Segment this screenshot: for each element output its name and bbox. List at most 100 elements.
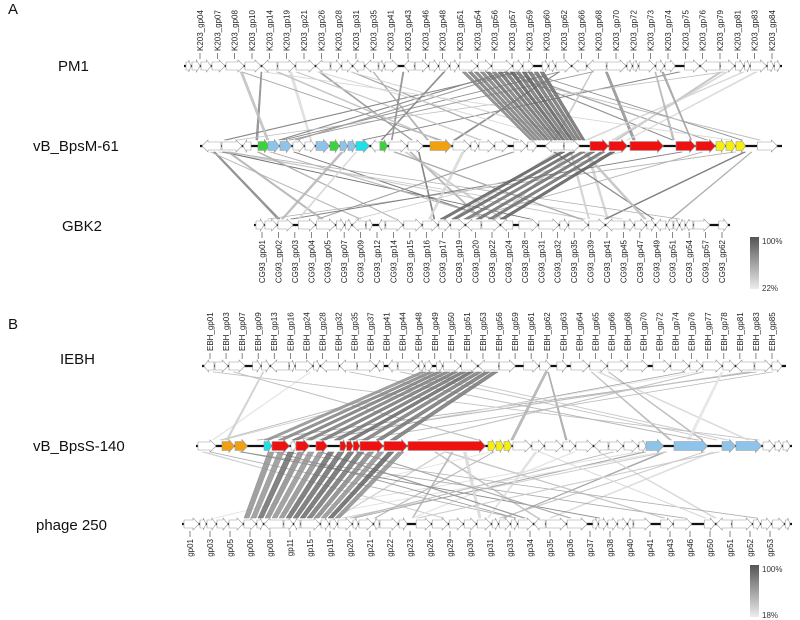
gene-arrow [384, 59, 399, 73]
similarity-link [250, 451, 285, 519]
red-gene-arrow [295, 438, 310, 454]
gene-tick-label: CG93_gp62 [718, 239, 727, 283]
gene-arrow [228, 517, 244, 531]
gene-arrow [376, 359, 384, 373]
gene-arrow [598, 516, 608, 532]
similarity-link [527, 71, 578, 141]
gene-arrow [564, 139, 580, 153]
gene-tick-label: K203_gp66 [577, 10, 586, 51]
gene-tick-label: gp40 [626, 538, 635, 556]
gene-arrow [438, 59, 450, 73]
gene-arrow [666, 218, 674, 232]
similarity-link [539, 71, 586, 141]
similarity-link [479, 71, 546, 141]
gene-arrow [183, 517, 200, 531]
gene-arrow [242, 138, 252, 154]
gene-arrow [422, 218, 439, 232]
gene-tick-label: K203_gp48 [439, 10, 448, 51]
gene-arrow [608, 439, 624, 453]
similarity-link [327, 451, 395, 519]
similarity-link [515, 71, 570, 141]
gene-arrow [588, 218, 606, 232]
gene-arrow [718, 218, 729, 232]
gene-tick-label: K203_gp08 [231, 10, 240, 51]
gene-arrow [571, 59, 587, 73]
similarity-link [499, 451, 706, 519]
gene-tick-label: gp51 [726, 538, 735, 556]
similarity-link [375, 371, 491, 441]
similarity-link [444, 451, 666, 519]
gene-arrow [378, 59, 385, 73]
gene-tick-label: K203_gp56 [491, 10, 500, 51]
orange-gene-arrow [234, 438, 248, 454]
gene-tick-label: gp01 [186, 538, 195, 556]
similarity-link [467, 71, 538, 141]
scale-min-label: 22% [762, 284, 778, 293]
gene-arrow [476, 517, 492, 531]
green-gene-arrow [379, 139, 388, 153]
similarity-link [226, 151, 325, 220]
gene-tick-label: CG93_gp07 [340, 239, 349, 283]
gene-arrow [556, 359, 568, 373]
similarity-link [510, 371, 548, 441]
gene-tick-label: K203_gp60 [543, 10, 552, 51]
orange-gene-arrow [429, 138, 452, 154]
gene-tick-label: EBH_gp81 [736, 312, 745, 351]
genome-label-iebh: IEBH [60, 351, 95, 368]
gene-tick-label: CG93_gp49 [652, 239, 661, 283]
gene-arrow [626, 59, 633, 73]
gene-tick-label: EBH_gp03 [222, 312, 231, 351]
gene-arrow [431, 517, 449, 531]
similarity-links-panel-a [210, 71, 761, 220]
gene-arrow [197, 439, 217, 453]
gene-tick-label: CG93_gp15 [406, 239, 415, 283]
gene-arrow [638, 439, 647, 453]
gene-tick-label: gp19 [326, 538, 335, 556]
gene-arrow [545, 517, 567, 531]
gene-arrow [388, 139, 408, 153]
gene-arrow [517, 517, 534, 531]
gene-tick-label: gp31 [486, 538, 495, 556]
red-gene-arrow [608, 138, 628, 154]
yellow-gene-arrow [487, 439, 496, 453]
gene-arrow [300, 517, 321, 531]
similarity-link [499, 151, 616, 220]
gene-tick-label: EBH_gp13 [270, 312, 279, 351]
similarity-link [433, 451, 540, 519]
gene-arrow [771, 359, 783, 373]
identity-gradient-bar [750, 565, 759, 617]
gene-arrow [206, 517, 217, 531]
similarity-links-panel-b [201, 371, 773, 519]
genome-track [182, 516, 792, 532]
cyan-gene-arrow [355, 138, 370, 154]
similarity-link [372, 71, 430, 141]
gene-tick-label: EBH_gp49 [431, 312, 440, 351]
similarity-link [320, 451, 385, 519]
gene-tick-label: K203_gp70 [612, 10, 621, 51]
similarity-link [313, 451, 375, 519]
gene-arrow [510, 517, 518, 531]
genome-track [184, 58, 782, 74]
similarity-link [295, 71, 517, 141]
gene-tick-label: EBH_gp37 [367, 312, 376, 351]
gene-arrow [538, 218, 560, 232]
gene-arrow [627, 359, 649, 373]
gene-arrow [555, 59, 572, 73]
gene-arrow [684, 59, 701, 73]
gene-tick-label: K203_gp68 [595, 10, 604, 51]
similarity-link [271, 451, 315, 519]
gene-tick-label: CG93_gp51 [669, 239, 678, 283]
gene-arrow [261, 358, 271, 374]
gene-arrow [304, 139, 316, 153]
red-gene-arrow [675, 138, 696, 154]
gene-tick-label: gp53 [766, 538, 775, 556]
gene-tick-label: CG93_gp09 [357, 239, 366, 283]
similarity-link [463, 151, 586, 220]
red-gene-arrow [271, 438, 290, 454]
similarity-link [288, 71, 593, 141]
gene-tick-label: EBH_gp63 [559, 312, 568, 351]
similarity-link [491, 71, 554, 141]
gene-arrow [470, 139, 479, 153]
gene-tick-label: EBH_gp76 [688, 312, 697, 351]
gene-tick-label: gp21 [366, 538, 375, 556]
